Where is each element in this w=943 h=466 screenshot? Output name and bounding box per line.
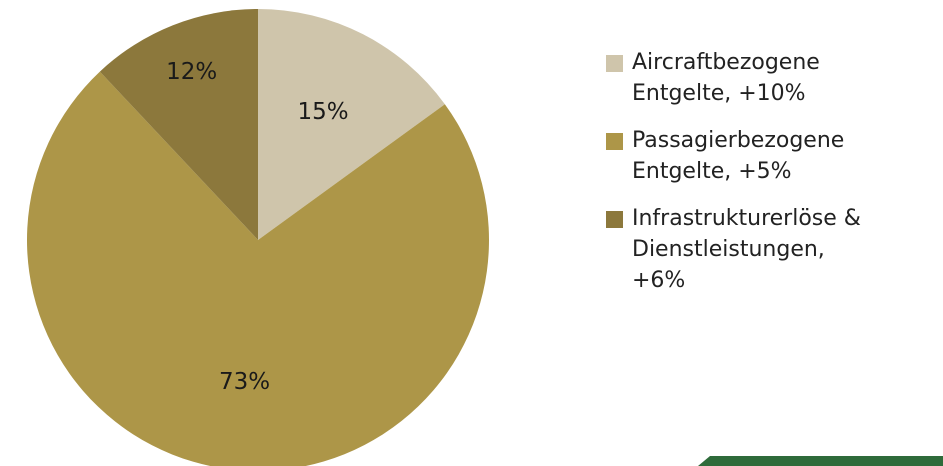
corner-accent-bar [698, 456, 943, 466]
legend: Aircraftbezogene Entgelte, +10% Passagie… [606, 47, 936, 312]
pie-slice-infrastructure [99, 9, 258, 240]
legend-swatch-aircraft [606, 55, 623, 72]
legend-item-aircraft: Aircraftbezogene Entgelte, +10% [606, 47, 936, 109]
legend-swatch-infrastructure [606, 211, 623, 228]
data-label-aircraft: 15% [297, 99, 348, 125]
pie-data-labels: 15% 73% 12% [166, 59, 348, 395]
pie-slice-aircraft [258, 9, 445, 240]
legend-item-passenger: Passagierbezogene Entgelte, +5% [606, 125, 936, 187]
legend-item-infrastructure: Infrastrukturerlöse & Dienstleistungen, … [606, 203, 936, 296]
legend-swatch-passenger [606, 133, 623, 150]
legend-label-aircraft: Aircraftbezogene Entgelte, +10% [632, 50, 820, 106]
pie-slices [27, 9, 489, 466]
legend-label-infrastructure: Infrastrukturerlöse & Dienstleistungen, … [632, 206, 861, 293]
data-label-infrastructure: 12% [166, 59, 217, 85]
legend-label-passenger: Passagierbezogene Entgelte, +5% [632, 128, 845, 184]
pie-slice-passenger [27, 71, 489, 466]
data-label-passenger: 73% [219, 369, 270, 395]
